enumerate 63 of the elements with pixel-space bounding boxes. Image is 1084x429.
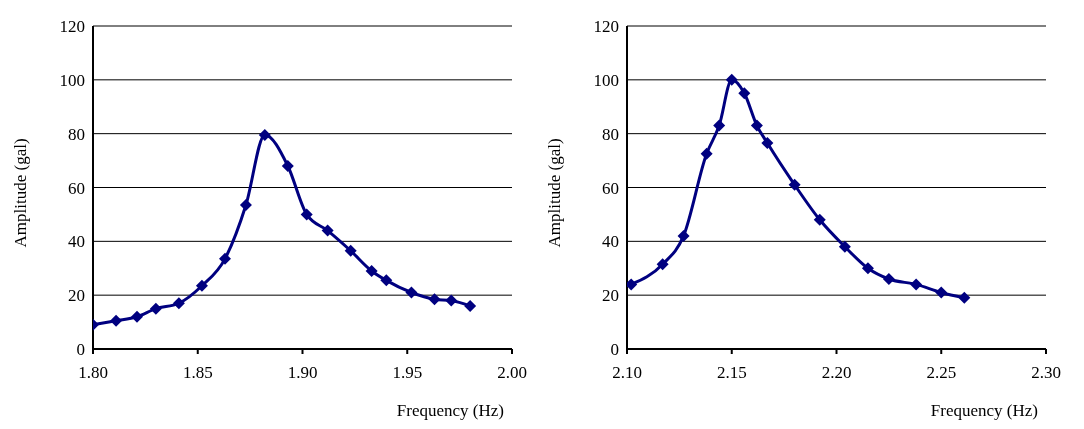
y-tick-label: 120 [593, 17, 619, 37]
y-tick-label: 120 [59, 17, 85, 37]
point [958, 291, 971, 304]
point [218, 252, 231, 265]
point [813, 213, 826, 226]
point [750, 119, 763, 132]
point [258, 129, 271, 142]
x-tick-label: 2.10 [612, 363, 642, 383]
y-tick-label: 80 [68, 124, 85, 144]
x-tick-label: 2.25 [926, 363, 957, 383]
x-tick-label: 1.80 [78, 363, 108, 383]
point [321, 224, 334, 237]
y-tick-label: 100 [59, 70, 85, 90]
point [761, 137, 774, 150]
y-tick-label: 0 [76, 340, 85, 360]
point [344, 244, 357, 257]
point [428, 293, 441, 306]
x-axis-title: Frequency (Hz) [930, 401, 1038, 420]
x-axis-title: Frequency (Hz) [396, 401, 504, 420]
point [725, 73, 738, 86]
point [788, 178, 801, 191]
point [838, 240, 851, 253]
y-tick-label: 40 [602, 232, 619, 252]
x-tick-label: 2.00 [497, 363, 527, 383]
point [713, 119, 726, 132]
y-axis-title: Amplitude (gal) [11, 138, 31, 248]
point [677, 229, 690, 242]
y-tick-label: 60 [602, 178, 619, 198]
point [464, 299, 477, 312]
point [861, 262, 874, 275]
point [149, 302, 162, 315]
point [300, 208, 313, 221]
point [656, 258, 669, 271]
y-tick-label: 20 [68, 286, 85, 306]
x-tick-label: 1.95 [392, 363, 423, 383]
point [380, 274, 393, 287]
point [700, 147, 713, 160]
y-tick-label: 80 [602, 124, 619, 144]
point [365, 264, 378, 277]
point [627, 278, 638, 291]
x-tick-label: 2.30 [1031, 363, 1061, 383]
y-tick-label: 20 [602, 286, 619, 306]
point [882, 273, 895, 286]
point [281, 159, 294, 172]
point [195, 279, 208, 292]
y-axis-title: Amplitude (gal) [545, 138, 565, 248]
y-tick-label: 0 [610, 340, 619, 360]
point [239, 199, 252, 211]
point [935, 286, 948, 299]
point [445, 294, 458, 307]
x-tick-label: 2.15 [716, 363, 747, 383]
y-tick-label: 60 [68, 178, 85, 198]
point [738, 87, 751, 100]
point [910, 278, 923, 291]
x-tick-label: 2.20 [821, 363, 852, 383]
x-tick-label: 1.90 [287, 363, 318, 383]
point [130, 310, 143, 323]
y-tick-label: 100 [593, 70, 619, 90]
y-tick-label: 40 [68, 232, 85, 252]
point [110, 314, 123, 327]
point [172, 297, 185, 310]
point [405, 286, 418, 299]
x-tick-label: 1.85 [182, 363, 213, 383]
